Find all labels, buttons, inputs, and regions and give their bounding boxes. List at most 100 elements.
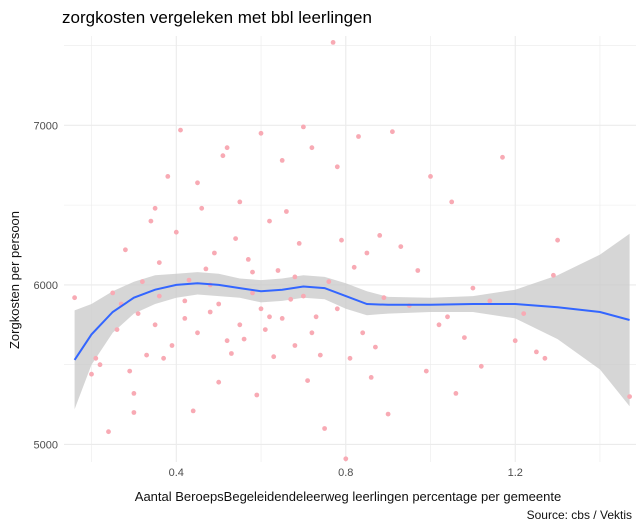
- data-point: [89, 371, 94, 377]
- confidence-band: [74, 233, 630, 410]
- x-tick-label: 0.8: [338, 467, 353, 479]
- data-point: [199, 205, 205, 211]
- data-point: [377, 233, 383, 238]
- data-point: [156, 293, 162, 299]
- data-point: [551, 272, 556, 278]
- data-point: [233, 236, 239, 242]
- data-point: [258, 306, 264, 312]
- data-point: [203, 266, 209, 272]
- data-point: [229, 351, 234, 356]
- data-point: [423, 368, 429, 374]
- data-point: [398, 244, 404, 250]
- data-point: [292, 343, 298, 348]
- data-point: [156, 260, 162, 265]
- data-point: [178, 127, 183, 133]
- data-point: [351, 264, 357, 270]
- data-point: [428, 174, 433, 179]
- data-point: [390, 129, 395, 135]
- data-point: [114, 327, 120, 332]
- x-tick-label: 1.2: [508, 467, 523, 479]
- data-point: [110, 290, 116, 296]
- data-point: [415, 268, 421, 273]
- data-point: [322, 426, 327, 431]
- x-axis-label: Aantal BeroepsBegeleidendeleerweg leerli…: [135, 489, 561, 504]
- data-point: [140, 279, 145, 285]
- chart-title: zorgkosten vergeleken met bbl leerlingen: [62, 8, 372, 27]
- data-point: [627, 394, 632, 399]
- data-point: [330, 40, 336, 45]
- smooth-line: [73, 282, 630, 361]
- data-point: [381, 295, 387, 301]
- data-point: [347, 355, 353, 361]
- data-point: [343, 456, 349, 462]
- data-points: [72, 40, 632, 462]
- data-point: [436, 322, 442, 328]
- data-point: [207, 309, 213, 315]
- data-point: [356, 134, 361, 139]
- data-point: [250, 269, 255, 275]
- data-point: [169, 343, 175, 348]
- x-tick-label: 0.4: [169, 467, 184, 479]
- data-point: [131, 410, 137, 415]
- data-point: [292, 274, 298, 280]
- data-point: [267, 218, 272, 224]
- data-point: [284, 209, 289, 214]
- data-point: [521, 311, 527, 316]
- data-point: [195, 180, 200, 186]
- data-point: [212, 250, 217, 256]
- data-point: [487, 298, 493, 304]
- data-point: [309, 145, 315, 151]
- data-point: [262, 327, 268, 332]
- data-point: [373, 344, 378, 350]
- y-tick-label: 7000: [34, 120, 58, 132]
- data-point: [305, 378, 310, 383]
- data-point: [186, 277, 192, 283]
- data-point: [241, 336, 247, 342]
- data-point: [288, 296, 294, 302]
- data-point: [385, 411, 391, 417]
- data-point: [478, 363, 484, 369]
- data-point: [279, 316, 285, 321]
- y-tick-label: 6000: [34, 280, 58, 292]
- data-point: [237, 322, 243, 328]
- data-point: [555, 237, 560, 243]
- data-point: [470, 285, 476, 291]
- grid: [64, 36, 636, 462]
- data-point: [97, 362, 103, 368]
- data-point: [165, 174, 171, 179]
- data-point: [148, 218, 154, 224]
- data-point: [301, 124, 306, 130]
- data-point: [152, 322, 158, 328]
- data-point: [127, 368, 133, 374]
- data-point: [542, 355, 548, 361]
- data-point: [224, 338, 230, 344]
- data-point: [135, 311, 141, 316]
- data-point: [296, 241, 302, 246]
- data-point: [245, 257, 251, 262]
- data-point: [339, 237, 344, 243]
- data-point: [258, 130, 264, 136]
- data-point: [368, 375, 374, 380]
- data-point: [279, 158, 285, 163]
- data-point: [152, 205, 158, 211]
- data-point: [161, 355, 167, 361]
- data-point: [462, 335, 467, 340]
- data-point: [182, 298, 188, 304]
- data-point: [317, 352, 323, 358]
- data-point: [534, 349, 539, 355]
- data-point: [500, 154, 505, 160]
- data-point: [72, 295, 77, 301]
- data-point: [250, 290, 255, 296]
- data-point: [301, 293, 306, 299]
- data-point: [220, 153, 226, 159]
- data-point: [93, 355, 99, 361]
- data-point: [216, 301, 222, 307]
- data-point: [144, 352, 150, 358]
- data-point: [237, 199, 243, 205]
- data-point: [190, 408, 196, 414]
- data-point: [445, 314, 450, 320]
- data-point: [123, 247, 128, 253]
- data-point: [271, 354, 277, 360]
- y-axis-label: Zorgkosten per persoon: [7, 211, 22, 349]
